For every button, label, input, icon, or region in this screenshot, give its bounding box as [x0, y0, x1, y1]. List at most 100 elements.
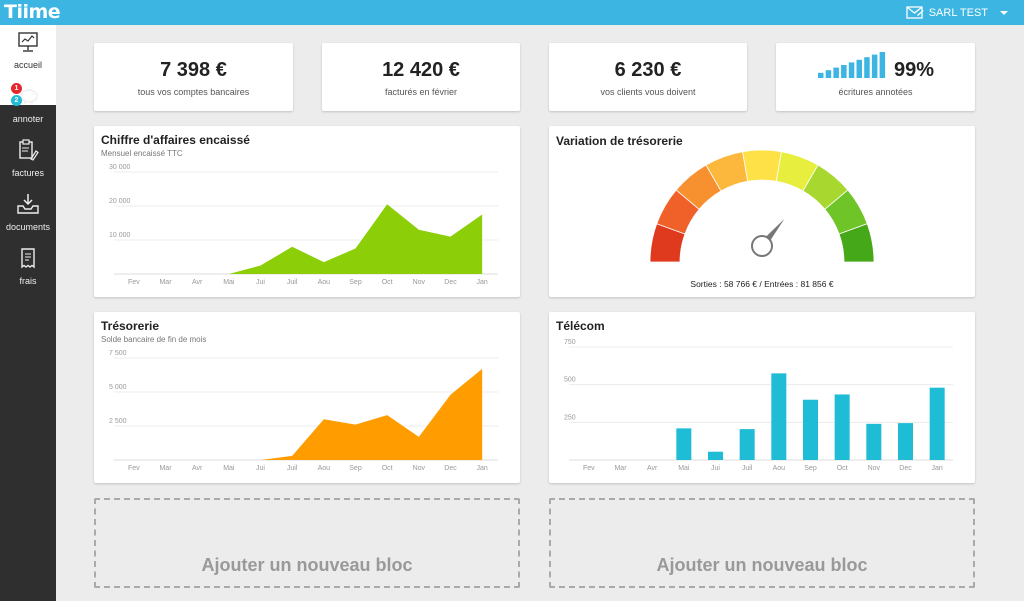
revenue-chart-card[interactable]: Chiffre d'affaires encaissé Mensuel enca…	[94, 126, 520, 297]
bar[interactable]	[930, 388, 945, 460]
kpi-value: 99%	[894, 59, 954, 82]
sidebar: accueil 1 2 annoter factures documents	[0, 25, 56, 576]
y-tick-label: 750	[564, 339, 576, 346]
area-series	[134, 369, 482, 460]
sidebar-item-label: factures	[0, 168, 56, 178]
app-logo[interactable]: Tiime	[4, 1, 60, 23]
sidebar-item-factures[interactable]: factures	[0, 135, 56, 187]
x-tick-label: Oct	[837, 465, 848, 472]
treasury-chart-card[interactable]: Trésorerie Solde bancaire de fin de mois…	[94, 312, 520, 483]
x-tick-label: Avr	[647, 465, 658, 472]
x-tick-label: Oct	[382, 279, 393, 286]
x-tick-label: Nov	[868, 465, 881, 472]
x-tick-label: Juil	[287, 465, 298, 472]
kpi-card-bank-accounts[interactable]: 7 398 € tous vos comptes bancaires	[94, 43, 293, 111]
kpi-label: tous vos comptes bancaires	[94, 87, 293, 97]
x-tick-label: Dec	[899, 465, 912, 472]
kpi-card-receivables[interactable]: 6 230 € vos clients vous doivent	[549, 43, 747, 111]
sidebar-item-accueil[interactable]: accueil	[0, 27, 56, 79]
x-tick-label: Fev	[583, 465, 595, 472]
x-tick-label: Jan	[477, 465, 488, 472]
y-tick-label: 250	[564, 414, 576, 421]
x-tick-label: Nov	[413, 465, 426, 472]
x-tick-label: Jui	[711, 465, 720, 472]
add-block-button-right[interactable]: Ajouter un nouveau bloc	[549, 498, 975, 588]
y-tick-label: 20 000	[109, 198, 131, 205]
x-tick-label: Jan	[932, 465, 943, 472]
caret-down-icon[interactable]	[1000, 11, 1008, 15]
x-tick-label: Dec	[444, 465, 457, 472]
x-tick-label: Mai	[223, 279, 235, 286]
x-tick-label: Mar	[159, 465, 172, 472]
x-tick-label: Juil	[287, 279, 298, 286]
x-tick-label: Avr	[192, 279, 203, 286]
x-tick-label: Aou	[318, 465, 331, 472]
top-bar: Tiime SARL TEST	[0, 0, 1024, 25]
x-tick-label: Fev	[128, 279, 140, 286]
x-tick-label: Sep	[804, 465, 817, 472]
kpi-value: 12 420 €	[322, 59, 520, 82]
add-block-label: Ajouter un nouveau bloc	[96, 555, 518, 576]
bar[interactable]	[898, 423, 913, 460]
add-block-button-left[interactable]: Ajouter un nouveau bloc	[94, 498, 520, 588]
y-tick-label: 7 500	[109, 350, 127, 357]
x-tick-label: Mai	[223, 465, 235, 472]
x-tick-label: Sep	[349, 465, 362, 472]
kpi-card-invoiced[interactable]: 12 420 € facturés en février	[322, 43, 520, 111]
y-tick-label: 5 000	[109, 384, 127, 391]
sidebar-item-frais[interactable]: frais	[0, 243, 56, 295]
x-tick-label: Aou	[773, 465, 786, 472]
variation-gauge-card[interactable]: Variation de trésorerie Sorties : 58 766…	[549, 126, 975, 297]
area-series	[134, 204, 482, 274]
x-tick-label: Nov	[413, 279, 426, 286]
clipboard-pen-icon	[17, 139, 39, 161]
sidebar-item-label: frais	[0, 276, 56, 286]
kpi-label: écritures annotées	[776, 87, 975, 97]
add-block-label: Ajouter un nouveau bloc	[551, 555, 973, 576]
gauge-caption: Sorties : 58 766 € / Entrées : 81 856 €	[549, 279, 975, 289]
bar[interactable]	[771, 373, 786, 460]
x-tick-label: Juil	[742, 465, 753, 472]
signal-bar	[849, 62, 855, 78]
gauge-needle-hub	[752, 236, 772, 256]
x-tick-label: Mar	[614, 465, 627, 472]
x-tick-label: Mai	[678, 465, 690, 472]
signal-bar	[818, 73, 824, 78]
x-tick-label: Avr	[192, 465, 203, 472]
inbox-download-icon	[17, 193, 39, 215]
bar[interactable]	[740, 429, 755, 460]
bar[interactable]	[708, 452, 723, 460]
mail-icon[interactable]	[906, 6, 924, 19]
bar[interactable]	[676, 428, 691, 460]
bar[interactable]	[803, 400, 818, 460]
notification-badge-blue: 2	[11, 95, 22, 106]
x-tick-label: Jui	[256, 279, 265, 286]
x-tick-label: Aou	[318, 279, 331, 286]
bar[interactable]	[835, 394, 850, 460]
notification-badge-red: 1	[11, 83, 22, 94]
gauge-segment	[743, 150, 782, 181]
signal-bar	[833, 68, 839, 78]
signal-bar	[880, 52, 886, 78]
signal-bars-icon	[818, 50, 892, 78]
kpi-label: vos clients vous doivent	[549, 87, 747, 97]
company-name[interactable]: SARL TEST	[929, 7, 988, 19]
kpi-card-annotated[interactable]: 99% écritures annotées	[776, 43, 975, 111]
x-tick-label: Mar	[159, 279, 172, 286]
sidebar-item-label: annoter	[0, 114, 56, 124]
sidebar-item-documents[interactable]: documents	[0, 189, 56, 241]
dashboard-icon	[17, 31, 39, 53]
bar[interactable]	[866, 424, 881, 460]
sidebar-item-label: documents	[0, 222, 56, 232]
signal-bar	[864, 57, 870, 78]
x-tick-label: Dec	[444, 279, 457, 286]
treasury-gauge	[549, 126, 975, 276]
kpi-label: facturés en février	[322, 87, 520, 97]
sidebar-item-annoter[interactable]: 1 2 annoter	[0, 81, 56, 133]
receipt-icon	[17, 247, 39, 269]
x-tick-label: Oct	[382, 465, 393, 472]
signal-bar	[872, 55, 878, 78]
